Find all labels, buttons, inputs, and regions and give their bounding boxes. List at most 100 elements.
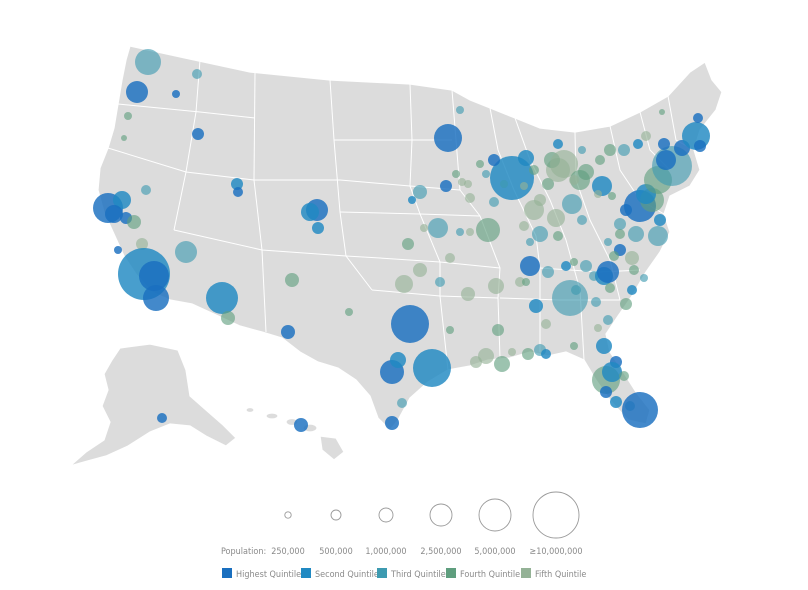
metro-bubble [529, 165, 539, 175]
metro-bubble [113, 191, 131, 209]
metro-bubble [569, 175, 579, 185]
metro-bubble [694, 140, 706, 152]
legend-quintile-label: Fourth Quintile [460, 570, 520, 580]
legend-quintile-label: Highest Quintile [236, 570, 301, 580]
metro-bubble [172, 90, 180, 98]
metro-bubble [456, 228, 464, 236]
metro-bubble [571, 285, 581, 295]
metro-bubble [478, 348, 494, 364]
metro-bubble [301, 203, 319, 221]
legend: Population: 250,000 500,000 1,000,000 2,500… [221, 491, 586, 580]
metro-bubble [609, 251, 619, 261]
metro-bubble [526, 238, 534, 246]
metro-bubble [600, 386, 612, 398]
metro-bubble [570, 342, 578, 350]
metro-bubble [519, 221, 529, 231]
legend-quintile-swatch [301, 568, 311, 578]
metro-bubble [618, 144, 630, 156]
metro-bubble [420, 224, 428, 232]
metro-bubble [604, 238, 612, 246]
metro-bubble [105, 205, 123, 223]
metro-bubble [391, 305, 429, 343]
metro-bubble [619, 371, 629, 381]
metro-bubble [139, 261, 169, 291]
us-states-base [69, 45, 723, 467]
metro-bubble [397, 398, 407, 408]
alaska [69, 343, 237, 467]
metro-bubble [488, 278, 504, 294]
legend-size-labels: 250,000 500,000 1,000,000 2,500,000 5,000,00… [271, 547, 582, 557]
metro-bubble [413, 185, 427, 199]
metro-bubble [614, 218, 626, 230]
metro-bubble [654, 214, 666, 226]
metro-bubble [640, 274, 648, 282]
metro-bubble [466, 228, 474, 236]
legend-population-sizes [284, 491, 580, 539]
metro-bubble [577, 215, 587, 225]
metro-bubble [522, 278, 530, 286]
metro-bubble [542, 178, 554, 190]
legend-size-label: 2,500,000 [420, 547, 461, 557]
metro-bubble [520, 182, 528, 190]
metro-bubble [456, 106, 464, 114]
metro-bubble [440, 180, 452, 192]
metro-bubble [518, 150, 534, 166]
metro-bubble [608, 192, 616, 200]
legend-size-circle [532, 491, 580, 539]
metro-bubble [641, 131, 651, 141]
metro-bubble [281, 325, 295, 339]
metro-bubble [610, 396, 622, 408]
metro-bubble [345, 308, 353, 316]
metro-bubble [596, 338, 612, 354]
metro-bubble [591, 297, 601, 307]
metro-bubble [597, 261, 619, 283]
legend-size-label: 1,000,000 [365, 547, 406, 557]
metro-bubble [312, 222, 324, 234]
metro-bubble [461, 287, 475, 301]
metro-bubble [221, 311, 235, 325]
metro-bubble [628, 226, 644, 242]
metro-bubble [465, 193, 475, 203]
metro-bubble [529, 299, 543, 313]
metro-bubble [615, 229, 625, 239]
metro-bubble [508, 348, 516, 356]
metro-bubble [494, 356, 510, 372]
metro-bubble [435, 277, 445, 287]
metro-bubble [658, 138, 670, 150]
metro-bubble [550, 150, 578, 178]
metro-bubble [532, 226, 548, 242]
metro-bubble [434, 124, 462, 152]
metro-bubble [561, 261, 571, 271]
metro-bubble [143, 285, 169, 311]
legend-size-label: 500,000 [319, 547, 352, 557]
metro-bubble [413, 349, 451, 387]
metro-bubble [542, 266, 554, 278]
metro-bubble [294, 418, 308, 432]
metro-bubble [402, 238, 414, 250]
legend-quintiles: Highest Quintile Second Quintile Third Qui… [222, 568, 586, 580]
metro-bubbles [93, 49, 710, 432]
metro-bubble [625, 251, 639, 265]
metro-bubble [594, 324, 602, 332]
metro-bubble [445, 253, 455, 263]
metro-bubble [390, 352, 406, 368]
metro-bubble [482, 170, 490, 178]
metro-bubble [175, 241, 197, 263]
metro-bubble [408, 196, 416, 204]
metro-bubble [192, 69, 202, 79]
metro-bubble [541, 349, 551, 359]
metro-bubble [141, 185, 151, 195]
legend-size-label: 5,000,000 [474, 547, 515, 557]
metro-bubble [500, 180, 508, 188]
metro-bubble [629, 265, 639, 275]
legend-size-circle [330, 509, 342, 521]
metro-bubble [114, 246, 122, 254]
metro-bubble [233, 187, 243, 197]
metro-bubble [602, 362, 622, 382]
metro-bubble [605, 283, 615, 293]
legend-size-label: ≥10,000,000 [529, 547, 582, 557]
metro-bubble [192, 128, 204, 140]
metro-bubble [659, 109, 665, 115]
legend-size-circle [284, 511, 292, 519]
